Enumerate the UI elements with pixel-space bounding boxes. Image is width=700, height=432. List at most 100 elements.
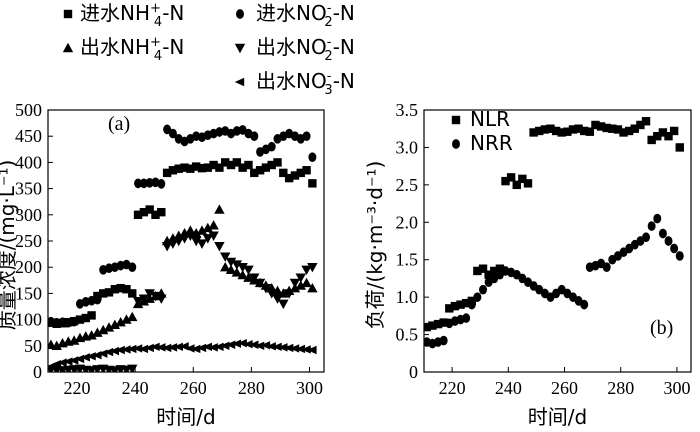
data-point — [308, 152, 317, 162]
data-point — [272, 342, 282, 352]
data-point — [214, 342, 224, 352]
data-point — [535, 126, 544, 136]
data-point — [167, 343, 178, 352]
data-point — [237, 338, 247, 348]
data-point — [445, 304, 454, 313]
data-point — [675, 143, 684, 152]
data-point — [279, 168, 288, 178]
data-point — [128, 289, 137, 298]
data-point — [196, 343, 207, 353]
data-point — [563, 127, 572, 136]
data-point — [433, 319, 443, 329]
data-point — [139, 207, 149, 217]
legend-marker — [236, 9, 244, 19]
legend-marker — [234, 43, 246, 54]
series-triangle-left — [48, 338, 317, 371]
legend-label: 出水NO-3-N — [256, 69, 355, 98]
data-point — [186, 164, 195, 173]
y-tick-label: 400 — [15, 152, 42, 172]
data-point — [127, 311, 138, 322]
data-point — [86, 352, 96, 361]
data-point — [86, 330, 97, 340]
data-point — [191, 162, 201, 171]
data-point — [608, 124, 617, 133]
data-point — [208, 220, 219, 230]
x-axis-title: 时间/d — [528, 405, 587, 429]
legend-marker — [63, 9, 73, 19]
data-point — [138, 294, 150, 304]
data-point — [557, 128, 566, 137]
data-point — [428, 321, 437, 330]
data-point — [495, 264, 505, 273]
y-tick-label: 150 — [15, 283, 42, 303]
data-point — [653, 132, 662, 141]
data-point — [529, 128, 538, 137]
data-point — [179, 234, 190, 244]
data-point — [255, 166, 265, 175]
data-point — [150, 342, 160, 352]
y-tick-label: 500 — [15, 100, 42, 120]
data-point — [658, 228, 667, 239]
data-point — [75, 315, 85, 324]
data-point — [283, 343, 294, 353]
data-point — [296, 168, 305, 178]
x-tick-label: 240 — [122, 378, 149, 398]
data-point — [540, 125, 550, 134]
data-point — [134, 178, 143, 189]
data-point — [647, 135, 656, 145]
y-tick-label: 350 — [15, 179, 42, 199]
data-point — [244, 160, 253, 170]
panel-label: (b) — [650, 317, 673, 339]
data-point — [669, 126, 679, 136]
data-point — [104, 288, 114, 297]
data-point — [450, 301, 460, 311]
data-point — [462, 313, 471, 323]
data-point — [231, 267, 243, 277]
series-triangle-up — [48, 204, 318, 350]
data-point — [490, 266, 499, 276]
data-point — [163, 124, 172, 135]
data-point — [168, 128, 177, 139]
data-point — [162, 168, 172, 178]
legend-marker — [234, 77, 245, 87]
data-point — [145, 205, 154, 214]
data-point — [225, 257, 237, 268]
data-point — [424, 322, 432, 332]
data-point — [295, 280, 306, 290]
data-point — [301, 277, 312, 288]
data-point — [630, 124, 639, 133]
data-point — [161, 242, 173, 252]
data-point — [122, 285, 131, 294]
y-tick-label: 2.5 — [396, 175, 419, 195]
data-point — [103, 347, 114, 357]
data-point — [308, 179, 317, 188]
legend-panel-a: 进水NH+ 4-N 进水NO-2-N 出水NH+ 4-N 出水NO-2-N 出水NO-3-N — [62, 1, 355, 98]
data-point — [185, 231, 196, 241]
data-point — [254, 278, 266, 289]
data-point — [202, 234, 213, 244]
data-point — [226, 160, 236, 170]
data-point — [214, 204, 225, 214]
data-point — [249, 273, 260, 283]
data-point — [57, 358, 67, 367]
data-point — [624, 126, 634, 136]
legend-label: 出水NH+ 4-N — [80, 35, 184, 64]
data-point — [215, 163, 224, 172]
data-point — [144, 343, 154, 353]
data-point — [132, 297, 144, 307]
x-tick-label: 220 — [439, 378, 466, 398]
data-point — [250, 168, 259, 178]
data-point — [70, 316, 79, 327]
data-point — [647, 221, 656, 231]
y-axis-title: 负荷/(kg·m⁻³·d⁻¹) — [363, 161, 387, 330]
data-point — [670, 243, 679, 254]
data-point — [196, 239, 208, 249]
data-point — [602, 123, 611, 133]
data-point — [307, 282, 318, 293]
data-point — [261, 163, 271, 172]
data-point — [250, 131, 259, 142]
data-point — [273, 158, 282, 167]
data-point — [98, 324, 109, 335]
data-point — [266, 289, 277, 299]
data-point — [243, 340, 253, 349]
